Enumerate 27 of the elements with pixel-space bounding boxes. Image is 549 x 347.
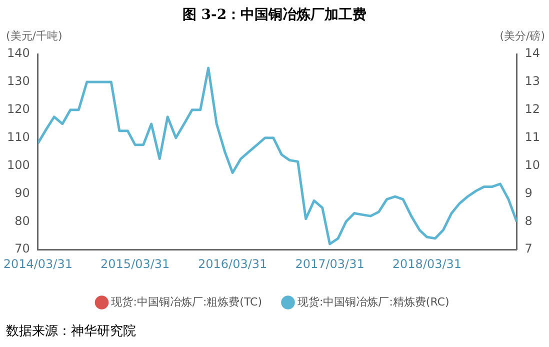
y2-tick-label: 10 xyxy=(524,158,540,172)
y-tick-label: 140 xyxy=(7,46,30,60)
source-note: 数据来源：神华研究院 xyxy=(6,323,136,340)
y2-tick-label: 11 xyxy=(524,130,540,144)
y-tick-label: 130 xyxy=(7,74,30,88)
y2-tick-label: 14 xyxy=(524,46,540,60)
y2-tick-label: 8 xyxy=(524,214,532,228)
y-tick-label: 120 xyxy=(7,102,30,116)
y2-tick-label: 7 xyxy=(524,242,532,256)
x-tick-label: 2017/03/31 xyxy=(295,256,364,271)
x-tick-label: 2014/03/31 xyxy=(3,256,72,271)
legend-label: 现货:中国铜冶炼厂:粗炼费(TC) xyxy=(111,295,262,308)
legend-label: 现货:中国铜冶炼厂:精炼费(RC) xyxy=(297,295,450,308)
y-tick-label: 100 xyxy=(7,158,30,172)
y-axis-title: (美元/千吨) xyxy=(6,29,62,42)
y2-tick-label: 13 xyxy=(524,74,540,88)
y-tick-label: 90 xyxy=(14,186,30,200)
x-tick-label: 2016/03/31 xyxy=(198,256,268,271)
y2-axis-title: (美分/磅) xyxy=(500,29,545,42)
x-tick-label: 2015/03/31 xyxy=(100,256,170,271)
y-tick-label: 70 xyxy=(14,242,30,256)
y2-tick-label: 12 xyxy=(524,102,540,116)
y-tick-label: 80 xyxy=(14,214,30,228)
y-tick-label: 110 xyxy=(7,130,30,144)
chart-title: 图 3-2：中国铜冶炼厂加工费 xyxy=(181,6,368,24)
y2-tick-label: 9 xyxy=(524,186,532,200)
x-tick-label: 2018/03/31 xyxy=(392,256,462,271)
